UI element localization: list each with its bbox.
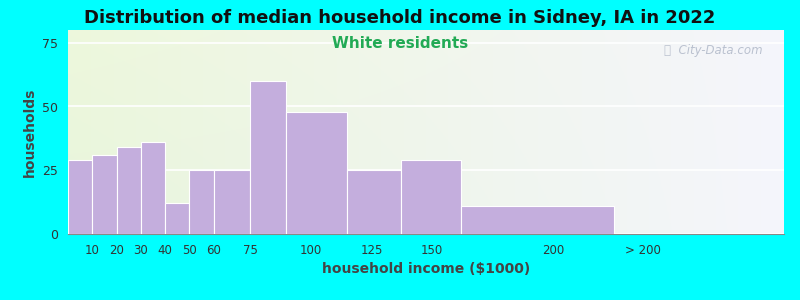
Bar bbox=[214, 170, 250, 234]
Bar bbox=[190, 170, 214, 234]
Bar bbox=[401, 160, 461, 234]
Bar bbox=[92, 155, 117, 234]
Bar bbox=[461, 206, 614, 234]
Bar bbox=[117, 147, 141, 234]
Bar bbox=[68, 160, 92, 234]
Bar bbox=[165, 203, 190, 234]
Bar bbox=[141, 142, 165, 234]
Text: ⓘ  City-Data.com: ⓘ City-Data.com bbox=[664, 44, 762, 57]
X-axis label: household income ($1000): household income ($1000) bbox=[322, 262, 530, 276]
Text: Distribution of median household income in Sidney, IA in 2022: Distribution of median household income … bbox=[84, 9, 716, 27]
Bar bbox=[286, 112, 347, 234]
Text: White residents: White residents bbox=[332, 36, 468, 51]
Bar bbox=[250, 81, 286, 234]
Bar bbox=[347, 170, 401, 234]
Y-axis label: households: households bbox=[22, 87, 37, 177]
